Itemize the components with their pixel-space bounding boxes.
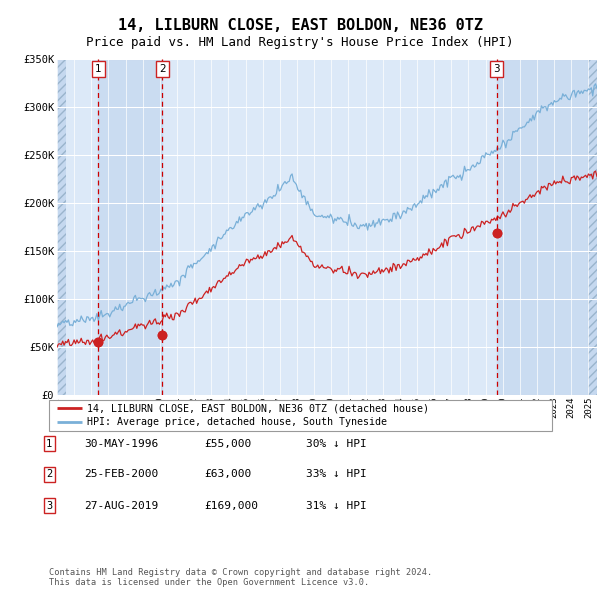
Text: 31% ↓ HPI: 31% ↓ HPI [306,501,367,510]
Text: 2: 2 [46,470,52,479]
Text: 27-AUG-2019: 27-AUG-2019 [84,501,158,510]
Text: HPI: Average price, detached house, South Tyneside: HPI: Average price, detached house, Sout… [87,417,387,427]
FancyBboxPatch shape [49,400,552,431]
Text: 3: 3 [493,64,500,74]
Text: £55,000: £55,000 [204,439,251,448]
Text: 1: 1 [46,439,52,448]
Text: 14, LILBURN CLOSE, EAST BOLDON, NE36 0TZ: 14, LILBURN CLOSE, EAST BOLDON, NE36 0TZ [118,18,482,34]
Bar [497,59,589,395]
Text: 30% ↓ HPI: 30% ↓ HPI [306,439,367,448]
Text: 30-MAY-1996: 30-MAY-1996 [84,439,158,448]
Text: 14, LILBURN CLOSE, EAST BOLDON, NE36 0TZ (detached house): 14, LILBURN CLOSE, EAST BOLDON, NE36 0TZ… [87,404,429,414]
Text: Price paid vs. HM Land Registry's House Price Index (HPI): Price paid vs. HM Land Registry's House … [86,36,514,49]
Text: £63,000: £63,000 [204,470,251,479]
Text: 33% ↓ HPI: 33% ↓ HPI [306,470,367,479]
Text: Contains HM Land Registry data © Crown copyright and database right 2024.
This d: Contains HM Land Registry data © Crown c… [49,568,433,587]
Text: 1: 1 [95,64,101,74]
Text: 3: 3 [46,501,52,510]
Text: £169,000: £169,000 [204,501,258,510]
Bar [98,59,163,395]
Text: 2: 2 [159,64,166,74]
Text: 25-FEB-2000: 25-FEB-2000 [84,470,158,479]
